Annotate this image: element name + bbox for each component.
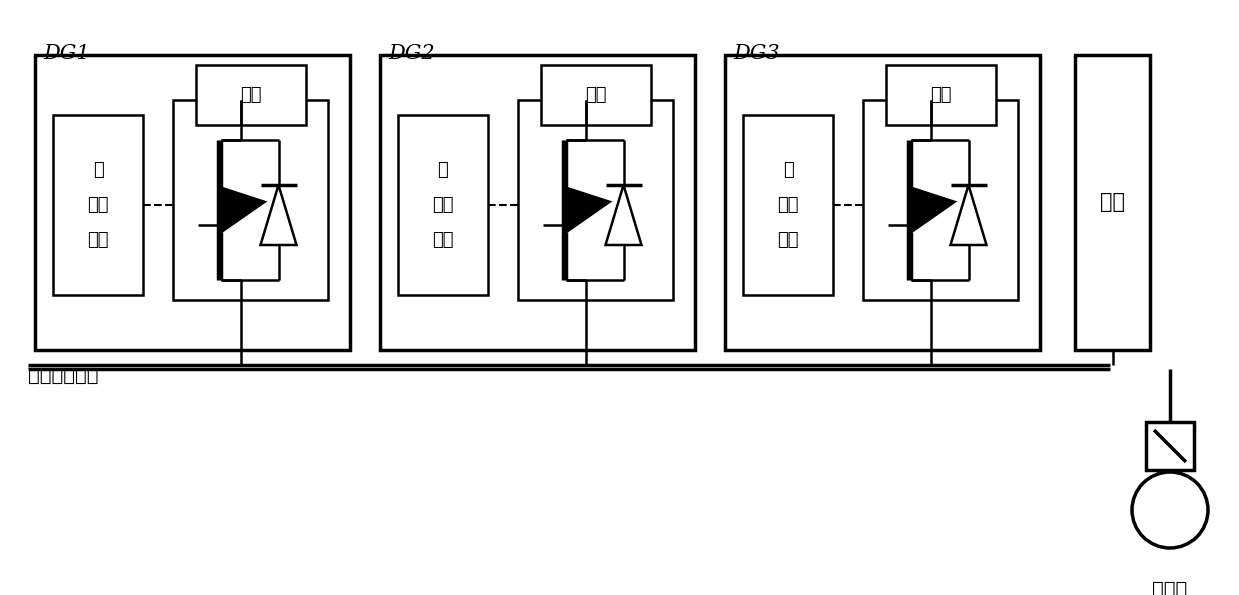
Text: 大电网: 大电网	[1152, 580, 1188, 595]
Text: 器: 器	[93, 161, 103, 179]
Text: 器: 器	[437, 161, 449, 179]
Text: 本地: 本地	[87, 231, 109, 249]
Text: 控制: 控制	[87, 196, 109, 214]
Bar	[886, 65, 995, 125]
Text: 控制: 控制	[432, 196, 453, 214]
Polygon shape	[606, 185, 642, 245]
Bar	[380, 55, 695, 350]
Bar	[398, 115, 488, 295]
Text: 控制: 控制	[777, 196, 799, 214]
Circle shape	[1132, 472, 1208, 548]
Bar	[1075, 55, 1150, 350]
Text: DG3: DG3	[733, 44, 779, 63]
Bar	[35, 55, 349, 350]
Polygon shape	[260, 185, 296, 245]
Bar	[518, 100, 673, 300]
Bar	[540, 65, 650, 125]
Polygon shape	[950, 185, 986, 245]
Text: 本地: 本地	[432, 231, 453, 249]
Text: DG2: DG2	[388, 44, 435, 63]
Bar	[725, 55, 1040, 350]
Bar	[53, 115, 142, 295]
Text: DG1: DG1	[43, 44, 89, 63]
Text: 微网交流母线: 微网交流母线	[28, 366, 98, 385]
Text: 风电: 风电	[585, 86, 606, 104]
Polygon shape	[565, 188, 608, 232]
Text: 储能: 储能	[929, 86, 952, 104]
Text: 负载: 负载	[1100, 193, 1125, 212]
Bar	[1146, 422, 1194, 470]
Bar	[196, 65, 306, 125]
Polygon shape	[221, 188, 264, 232]
Bar	[864, 100, 1018, 300]
Polygon shape	[911, 188, 954, 232]
Text: 本地: 本地	[777, 231, 799, 249]
Text: 光伏: 光伏	[240, 86, 261, 104]
Bar	[743, 115, 833, 295]
Bar	[173, 100, 328, 300]
Text: 器: 器	[783, 161, 793, 179]
